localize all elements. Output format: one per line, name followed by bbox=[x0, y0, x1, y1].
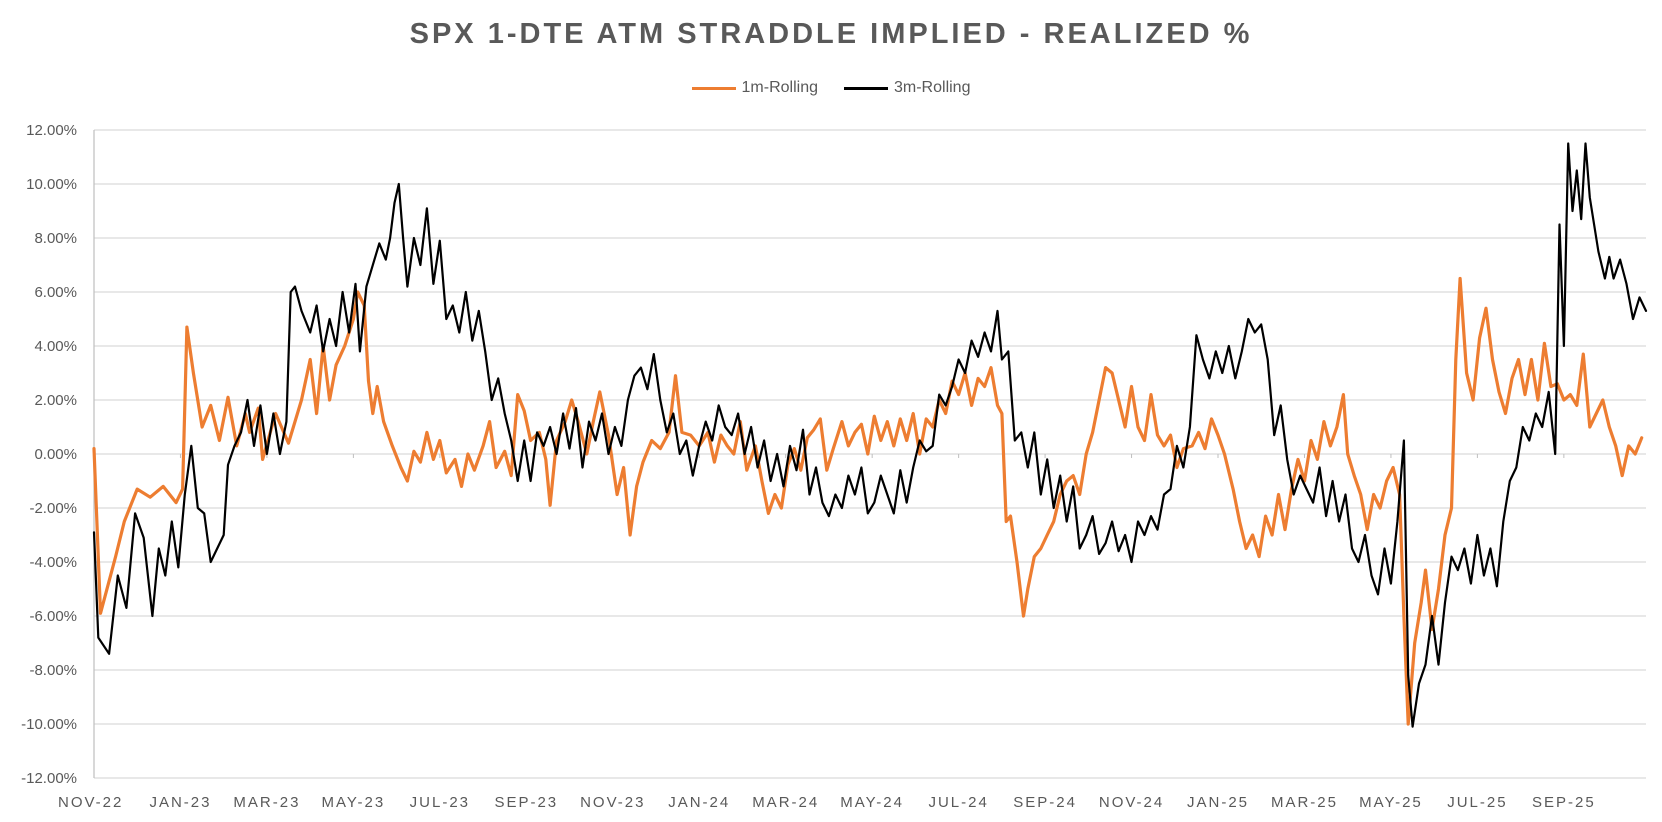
legend-label-1m-rolling: 1m-Rolling bbox=[741, 79, 818, 96]
y-tick-label: -10.00% bbox=[21, 716, 77, 733]
chart-title: SPX 1-DTE ATM STRADDLE IMPLIED - REALIZE… bbox=[409, 18, 1253, 50]
legend-swatch-3m-rolling bbox=[844, 86, 888, 90]
x-tick-label: JUL-23 bbox=[410, 794, 470, 811]
axes: 12.00% 10.00% 8.00% 6.00% 4.00% 2.00% 0.00% -2.… bbox=[21, 122, 1596, 811]
x-tick-label: MAY-24 bbox=[840, 794, 904, 811]
y-tick-label: 4.00% bbox=[34, 338, 77, 355]
y-tick-label: 0.00% bbox=[34, 446, 77, 463]
x-tick-label: JAN-23 bbox=[149, 794, 211, 811]
x-tick-label: JAN-25 bbox=[1187, 794, 1249, 811]
legend-item-3m-rolling: 3m-Rolling bbox=[844, 79, 970, 97]
y-tick-label: -2.00% bbox=[29, 500, 77, 517]
y-tick-label: -4.00% bbox=[29, 554, 77, 571]
y-tick-label: -12.00% bbox=[21, 770, 77, 787]
y-tick-label: 12.00% bbox=[26, 122, 77, 139]
gridlines bbox=[94, 129, 1646, 779]
y-tick-label: -8.00% bbox=[29, 662, 77, 679]
x-tick-label: MAR-24 bbox=[752, 794, 819, 811]
x-tick-label: MAY-25 bbox=[1359, 794, 1423, 811]
x-tick-label: MAR-25 bbox=[1271, 794, 1338, 811]
x-tick-label: SEP-24 bbox=[1013, 794, 1077, 811]
x-tick-label: JUL-25 bbox=[1447, 794, 1507, 811]
x-tick-label: NOV-23 bbox=[580, 794, 645, 811]
legend-item-1m-rolling: 1m-Rolling bbox=[691, 79, 818, 97]
x-tick-label: NOV-24 bbox=[1099, 794, 1164, 811]
series-1m-rolling-line bbox=[92, 276, 1644, 726]
legend-label-3m-rolling: 3m-Rolling bbox=[894, 79, 971, 96]
x-tick-label: JUL-24 bbox=[928, 794, 988, 811]
series-3m-rolling-line bbox=[92, 142, 1648, 728]
x-tick-label: SEP-23 bbox=[494, 794, 558, 811]
x-tick-label: JAN-24 bbox=[668, 794, 730, 811]
y-tick-label: 8.00% bbox=[34, 230, 77, 247]
y-tick-label: 10.00% bbox=[26, 176, 77, 193]
x-tick-label: MAR-23 bbox=[233, 794, 300, 811]
x-tick-label: MAY-23 bbox=[322, 794, 386, 811]
x-tick-label: SEP-25 bbox=[1532, 794, 1596, 811]
y-tick-label: 2.00% bbox=[34, 392, 77, 409]
x-tick-label: NOV-22 bbox=[58, 794, 123, 811]
series-lines bbox=[92, 142, 1648, 728]
y-tick-label: 6.00% bbox=[34, 284, 77, 301]
legend-swatch-1m-rolling bbox=[691, 86, 736, 90]
chart-legend: 1m-Rolling 3m-Rolling bbox=[0, 79, 1662, 97]
y-tick-label: -6.00% bbox=[29, 608, 77, 625]
